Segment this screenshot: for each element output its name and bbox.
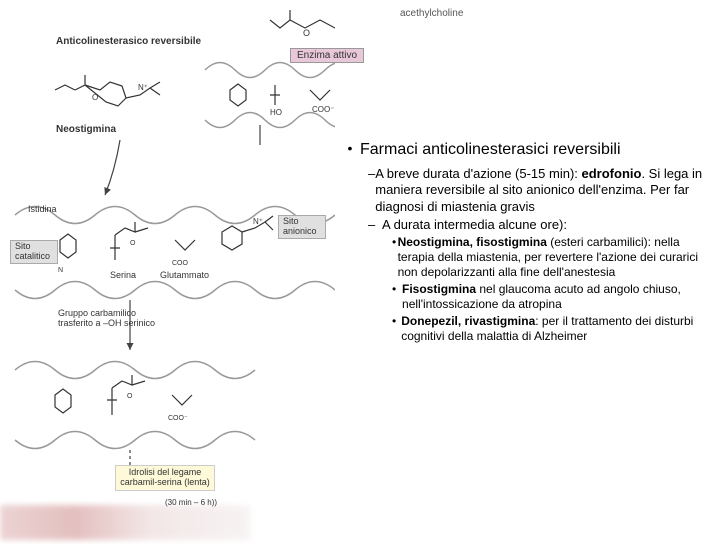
title-text: Farmaci anticolinesterasici reversibili	[360, 140, 621, 160]
s2a-text: Neostigmina, fisostigmina (esteri carbam…	[398, 235, 718, 280]
svg-text:O: O	[92, 93, 98, 102]
dash-icon: –	[368, 166, 375, 215]
sub2-bullet-c: • Donepezil, rivastigmina: per il tratta…	[392, 314, 718, 344]
sub2-bullet-b: • Fisostigmina nel glaucoma acuto ad ang…	[392, 282, 718, 312]
istidina-label: Istidina	[28, 204, 57, 214]
bullet-dot: •	[340, 140, 360, 160]
acetylcholine-label: acethylcholine	[400, 8, 463, 19]
sito-catalitico-box: Sito catalitico	[10, 240, 58, 264]
text-panel: • Farmaci anticolinesterasici reversibil…	[340, 140, 718, 346]
sub-bullet-1: – A breve durata d'azione (5-15 min): ed…	[368, 166, 718, 215]
s2c-bold: Donepezil, rivastigmina	[401, 314, 535, 328]
neostigmina-label: Neostigmina	[56, 124, 116, 135]
serina-label: Serina	[110, 270, 136, 280]
glutammato-label: Glutammato	[160, 270, 209, 280]
sub1-pre: A breve durata d'azione (5-15 min):	[375, 166, 581, 181]
s2b-bold: Fisostigmina	[402, 282, 476, 296]
svg-text:N: N	[58, 267, 63, 274]
dash-icon: –	[368, 217, 382, 233]
svg-text:O: O	[303, 28, 310, 38]
sito-anionico-box: Sito anionico	[278, 215, 326, 239]
idrolisi-box: Idrolisi del legame carbamil-serina (len…	[115, 465, 215, 491]
svg-text:O: O	[127, 393, 133, 400]
sub1-bold: edrofonio	[582, 166, 642, 181]
main-bullet: • Farmaci anticolinesterasici reversibil…	[340, 140, 718, 160]
gruppo-carbamilico-label: Gruppo carbamilico trasferito a –OH seri…	[58, 308, 168, 329]
dot-icon: •	[392, 314, 401, 344]
svg-text:O: O	[130, 240, 136, 247]
svg-text:N⁺: N⁺	[253, 217, 263, 226]
diagram-panel: O N⁺ HO COO⁻ N⁺ O N O COO N⁺	[0, 0, 335, 540]
s2c-text: Donepezil, rivastigmina: per il trattame…	[401, 314, 718, 344]
svg-text:HO: HO	[270, 108, 282, 117]
svg-text:COO: COO	[172, 260, 189, 267]
sub2-bullet-a: • Neostigmina, fisostigmina (esteri carb…	[392, 235, 718, 280]
sub-bullet-2: – A durata intermedia alcune ore):	[368, 217, 718, 233]
s2a-bold: Neostigmina, fisostigmina	[398, 235, 547, 249]
sub2-text: A durata intermedia alcune ore):	[382, 217, 567, 233]
svg-text:COO⁻: COO⁻	[168, 415, 188, 422]
svg-text:COO⁻: COO⁻	[312, 105, 334, 114]
svg-text:N⁺: N⁺	[138, 83, 148, 92]
tempo-label: (30 min – 6 h))	[165, 498, 217, 507]
dot-icon: •	[392, 282, 402, 312]
s2b-text: Fisostigmina nel glaucoma acuto ad angol…	[402, 282, 718, 312]
anticolinesterasico-label: Anticolinesterasico reversibile	[56, 36, 201, 47]
sub1-text: A breve durata d'azione (5-15 min): edro…	[375, 166, 718, 215]
